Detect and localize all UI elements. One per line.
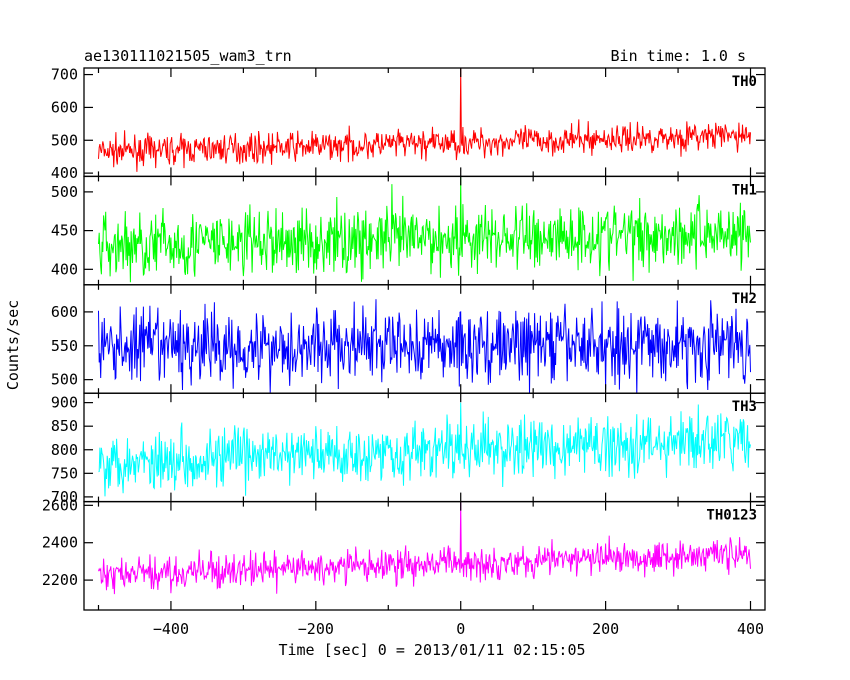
series-label-th1: TH1 <box>732 182 757 198</box>
panel-th0: 400 500 600 700 TH0 <box>51 66 766 182</box>
observation-title: ae130111021505_wam3_trn <box>84 47 292 65</box>
panel-th1: 400 450 500 TH1 <box>51 175 766 286</box>
series-line-th0123 <box>98 501 751 595</box>
panel-th0123: 2200 2400 2600 TH0123 <box>42 496 766 611</box>
panel-frame <box>83 500 766 611</box>
series-line-th2 <box>98 299 751 394</box>
y-tick-label: 750 <box>51 464 78 482</box>
y-tick-label: 900 <box>51 394 78 412</box>
y-axis-label: Counts/sec <box>4 300 22 390</box>
y-tick-label: 500 <box>51 371 78 389</box>
series-line-th0 <box>98 68 751 172</box>
x-axis: −400 −200 0 200 400 <box>153 620 764 638</box>
y-tick-label: 850 <box>51 417 78 435</box>
panel-th3: 700 750 800 850 900 TH3 <box>51 392 766 506</box>
y-tick-label: 700 <box>51 66 78 84</box>
y-tick-label: 400 <box>51 164 78 182</box>
x-tick-label: −400 <box>153 620 189 638</box>
x-tick-label: 400 <box>737 620 764 638</box>
series-label-th3: TH3 <box>732 399 757 415</box>
series-label-th0: TH0 <box>732 74 757 90</box>
y-tick-label: 400 <box>51 260 78 278</box>
y-tick-label: 600 <box>51 98 78 116</box>
x-tick-label: −200 <box>298 620 334 638</box>
y-tick-label: 600 <box>51 303 78 321</box>
x-tick-label: 200 <box>592 620 619 638</box>
series-label-th0123: TH0123 <box>706 508 757 524</box>
y-tick-label: 800 <box>51 441 78 459</box>
y-tick-label: 2600 <box>42 496 78 514</box>
y-tick-label: 2200 <box>42 571 78 589</box>
series-line-th3 <box>98 402 751 497</box>
y-tick-label: 450 <box>51 222 78 240</box>
series-line-th1 <box>98 176 751 283</box>
bin-time-label: Bin time: 1.0 s <box>611 47 746 65</box>
series-label-th2: TH2 <box>732 291 757 307</box>
y-tick-label: 700 <box>51 488 78 506</box>
y-tick-label: 500 <box>51 131 78 149</box>
panel-th2: 500 550 600 TH2 <box>51 284 766 394</box>
x-axis-label: Time [sec] 0 = 2013/01/11 02:15:05 <box>278 641 585 659</box>
y-tick-label: 550 <box>51 337 78 355</box>
x-tick-label: 0 <box>456 620 465 638</box>
y-tick-label: 2400 <box>42 534 78 552</box>
y-tick-label: 500 <box>51 183 78 201</box>
panel-frame <box>83 67 766 178</box>
